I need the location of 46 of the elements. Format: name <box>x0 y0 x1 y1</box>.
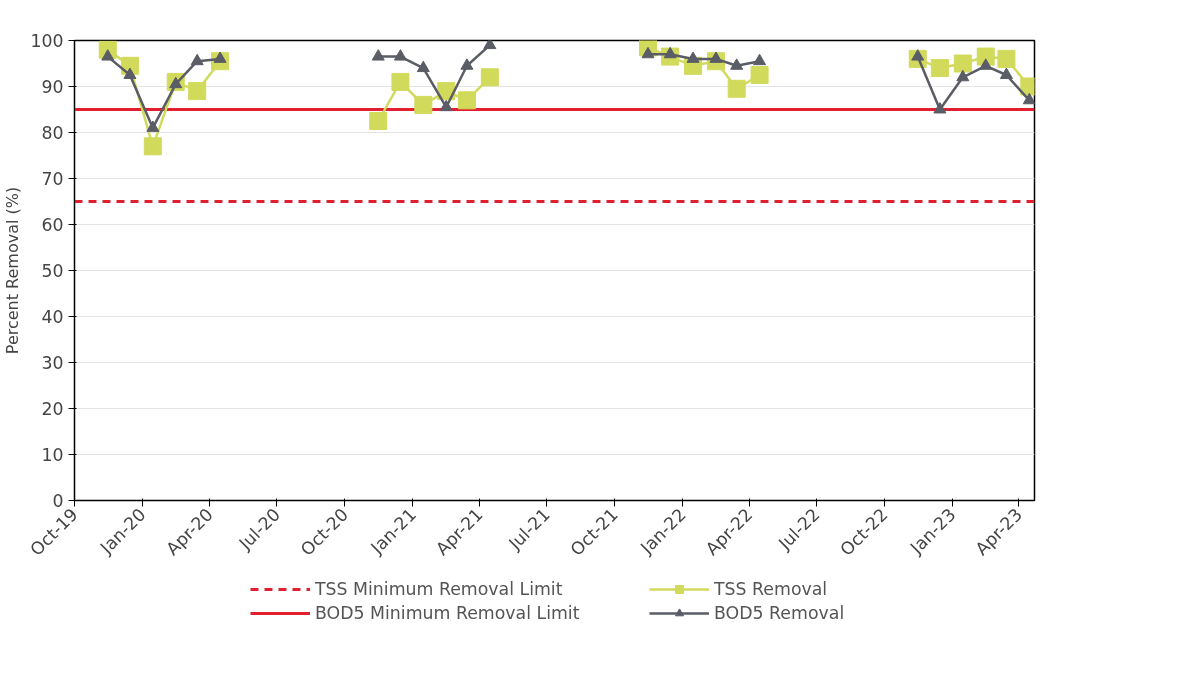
point <box>730 58 744 70</box>
point <box>188 82 207 101</box>
point <box>143 137 162 156</box>
point <box>753 53 767 66</box>
point <box>391 72 410 91</box>
legend-label: BOD5 Removal <box>714 603 846 623</box>
point <box>457 91 476 110</box>
y-tick-label: 90 <box>41 77 64 97</box>
point <box>686 51 700 63</box>
point <box>641 46 655 59</box>
y-tick-label: 60 <box>41 215 64 235</box>
point <box>146 120 160 132</box>
legend-label: BOD5 Minimum Removal Limit <box>315 603 581 623</box>
point <box>953 54 972 73</box>
y-tick-label: 40 <box>41 307 64 327</box>
y-tick-label: 20 <box>41 399 64 419</box>
y-tick-label: 80 <box>41 123 64 143</box>
point <box>439 99 453 112</box>
y-tick-label: 0 <box>52 491 64 511</box>
point <box>460 58 474 70</box>
point <box>930 59 949 78</box>
point <box>371 49 385 61</box>
point <box>750 66 769 84</box>
y-tick-label: 100 <box>30 31 64 51</box>
point <box>1022 92 1035 105</box>
y-tick-label: 10 <box>41 445 64 465</box>
point <box>999 67 1013 79</box>
point <box>416 60 430 73</box>
y-tick-label: 70 <box>41 169 64 189</box>
point <box>933 102 947 114</box>
point <box>956 69 970 82</box>
legend-label: TSS Removal <box>714 579 829 599</box>
point <box>393 49 407 61</box>
point <box>979 58 993 70</box>
y-tick-label: 50 <box>41 261 64 281</box>
point <box>369 112 388 130</box>
point <box>414 95 433 114</box>
point <box>480 68 499 87</box>
point <box>997 49 1016 68</box>
y-tick-label: 30 <box>41 353 64 373</box>
point <box>483 40 497 50</box>
point <box>123 67 137 79</box>
point <box>727 79 746 98</box>
point <box>190 53 204 66</box>
legend-label: TSS Minimum Removal Limit <box>315 579 564 599</box>
y-axis-title: Percent Removal (%) <box>3 186 23 355</box>
